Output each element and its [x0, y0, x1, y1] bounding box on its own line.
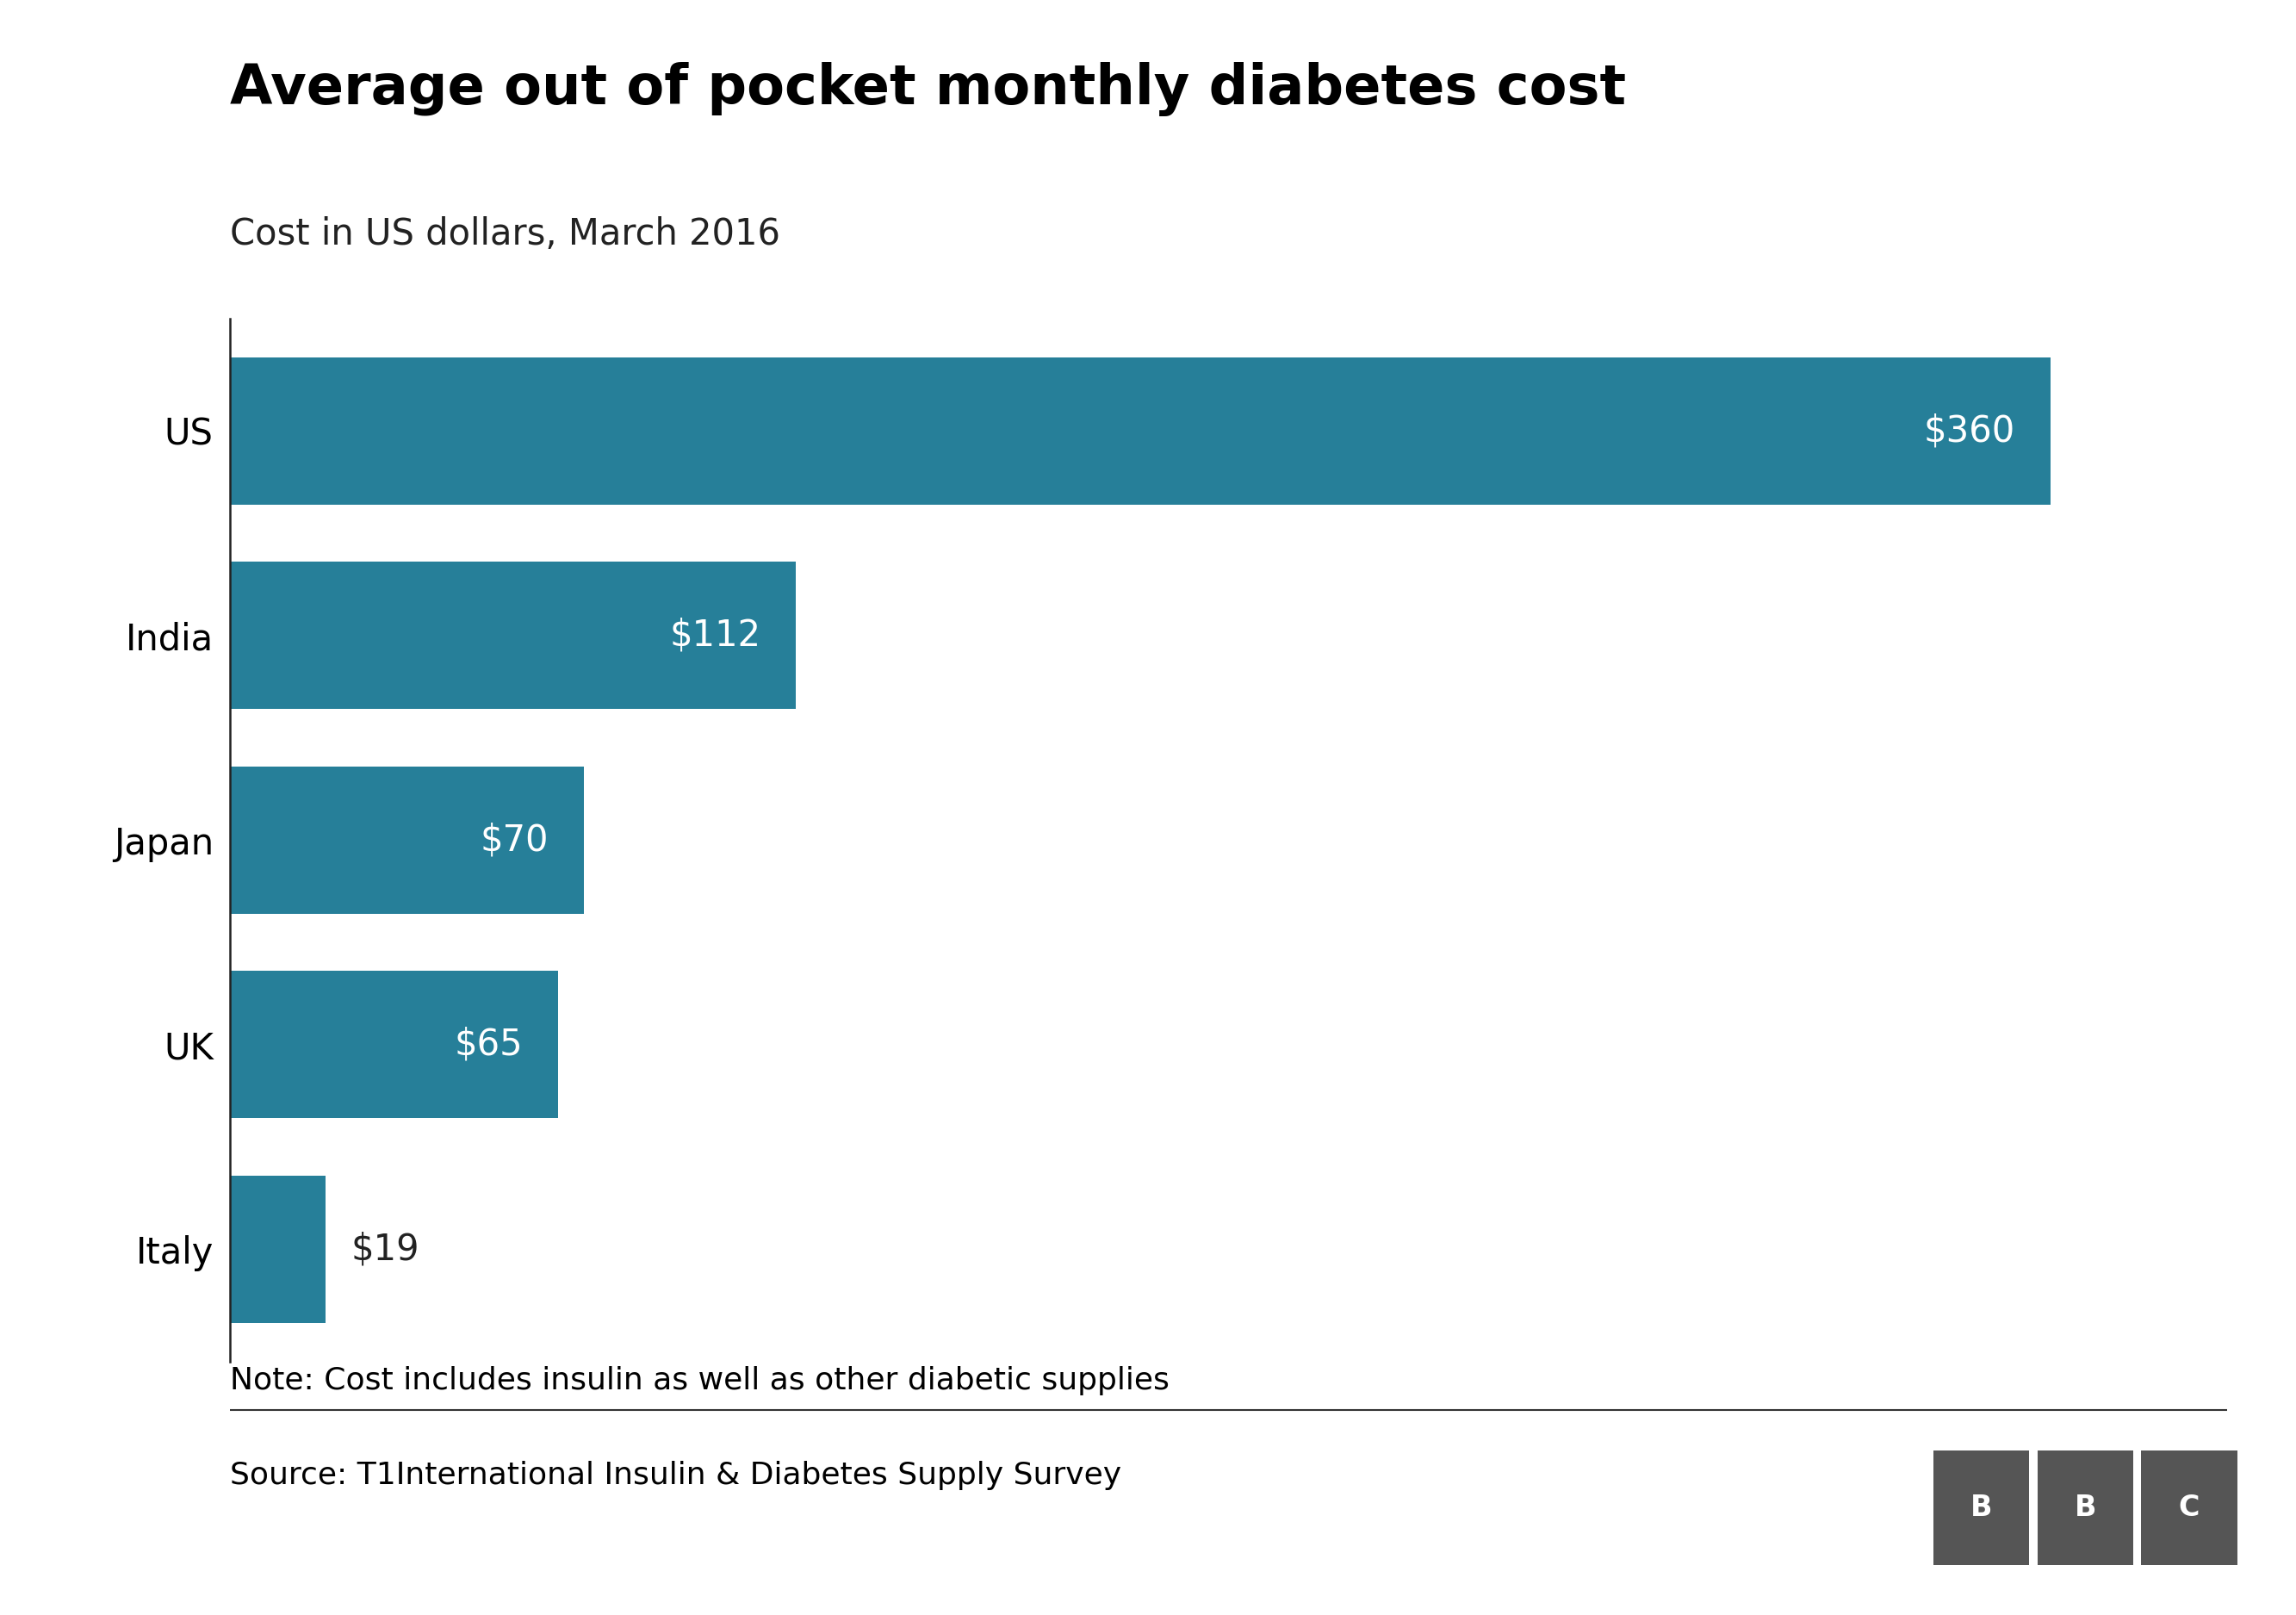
Text: C: C	[2179, 1494, 2200, 1521]
Text: B: B	[1970, 1494, 1993, 1521]
Bar	[230, 357, 2050, 504]
Text: $360: $360	[1924, 413, 2014, 449]
Text: Cost in US dollars, March 2016: Cost in US dollars, March 2016	[230, 216, 781, 252]
Text: $112: $112	[670, 617, 760, 654]
FancyBboxPatch shape	[1933, 1450, 2030, 1565]
Bar	[230, 767, 583, 914]
FancyBboxPatch shape	[2037, 1450, 2133, 1565]
Bar	[230, 562, 797, 709]
Text: $65: $65	[455, 1027, 523, 1063]
Text: Source: T1International Insulin & Diabetes Supply Survey: Source: T1International Insulin & Diabet…	[230, 1462, 1120, 1491]
Bar	[230, 1176, 326, 1323]
Text: $70: $70	[480, 822, 549, 858]
Text: Note: Cost includes insulin as well as other diabetic supplies: Note: Cost includes insulin as well as o…	[230, 1366, 1169, 1395]
Text: Average out of pocket monthly diabetes cost: Average out of pocket monthly diabetes c…	[230, 61, 1626, 116]
Bar	[230, 971, 558, 1118]
Text: B: B	[2073, 1494, 2096, 1521]
FancyBboxPatch shape	[2142, 1450, 2236, 1565]
Text: $19: $19	[351, 1231, 420, 1268]
